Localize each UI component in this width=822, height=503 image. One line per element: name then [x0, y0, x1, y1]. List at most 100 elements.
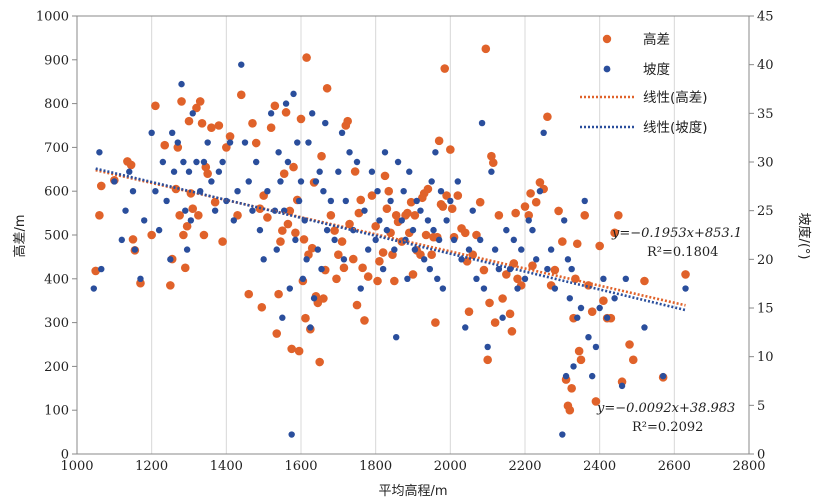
slope-trendline	[95, 167, 686, 312]
slope-point	[503, 226, 510, 234]
elevation-point	[543, 112, 552, 122]
elevation-point	[197, 119, 207, 128]
slope-point	[525, 217, 532, 224]
slope-point	[596, 304, 603, 312]
elevation-point	[434, 136, 444, 146]
elevation-point	[595, 241, 604, 251]
slope-point	[443, 217, 450, 224]
y-tick-label: 500	[44, 229, 69, 244]
y-tick-label: 0	[61, 448, 69, 463]
slope-point	[570, 363, 577, 370]
slope-point	[641, 324, 648, 331]
elevation-point	[360, 316, 369, 325]
slope-point	[340, 256, 348, 263]
slope-point	[155, 226, 163, 234]
elevation-point	[483, 355, 492, 365]
slope-point	[279, 314, 286, 321]
y2-tick-label: 25	[757, 204, 774, 219]
slope-point	[510, 236, 517, 244]
slope-point	[589, 372, 596, 380]
elevation-point	[599, 296, 608, 306]
slope-point	[305, 139, 312, 146]
elevation-point	[526, 189, 535, 198]
elevation-point	[147, 230, 156, 240]
slope-point	[361, 207, 368, 214]
elevation-point	[438, 202, 448, 211]
slope-point	[187, 217, 195, 224]
y-tick-label: 300	[44, 316, 69, 331]
elevation-point	[550, 265, 560, 275]
slope-point	[413, 197, 420, 205]
elevation-point	[390, 276, 399, 286]
slope-point	[163, 197, 170, 205]
slope-point	[561, 217, 568, 224]
slope-point	[122, 207, 129, 214]
elevation-point	[354, 208, 364, 218]
slope-point	[383, 226, 391, 234]
elevation-point	[126, 160, 136, 170]
y-tick-label: 700	[44, 141, 69, 156]
slope-point	[226, 139, 234, 146]
elevation-point	[358, 263, 367, 273]
elevation-point	[317, 151, 326, 161]
elevation-point	[233, 210, 242, 220]
slope-point	[335, 168, 342, 175]
slope-point	[275, 149, 282, 156]
x-tick-label: 1600	[284, 459, 317, 474]
slope-point	[372, 236, 379, 244]
elevation-point	[195, 97, 205, 106]
slope-point	[495, 265, 503, 273]
slope-point	[253, 158, 260, 166]
elevation-point	[274, 289, 283, 299]
slope-point	[267, 110, 275, 117]
elevation-point	[580, 210, 590, 220]
slope-point	[316, 168, 323, 175]
slope-point	[473, 275, 480, 282]
elevation-point	[502, 270, 511, 279]
elevation-point	[343, 116, 352, 126]
slope-point	[544, 265, 551, 273]
slope-point	[277, 178, 284, 185]
slope-point	[454, 178, 461, 185]
elevation-point	[334, 250, 343, 260]
slope-point	[682, 285, 689, 292]
elevation-point	[128, 235, 138, 244]
slope-point	[357, 285, 364, 292]
elevation-point	[207, 123, 216, 132]
y-tick-label: 800	[44, 97, 69, 112]
elevation-point	[236, 90, 246, 100]
slope-point	[592, 343, 600, 351]
slope-point	[387, 197, 394, 205]
slope-point	[129, 188, 137, 195]
elevation-point	[291, 228, 300, 238]
elevation-point	[367, 191, 377, 200]
elevation-point	[440, 64, 450, 73]
elevation-point	[302, 53, 311, 62]
elevation-point	[571, 274, 580, 284]
elevation-point	[460, 228, 470, 238]
slope-point	[178, 80, 185, 88]
elevation-point	[348, 254, 358, 264]
slope-point	[284, 158, 292, 166]
slope-point	[331, 236, 338, 244]
elevation-point	[481, 44, 491, 54]
slope-point	[568, 265, 575, 273]
elevation-point	[373, 276, 382, 286]
slope-point	[204, 139, 211, 146]
y-tick-label: 1000	[36, 10, 69, 25]
elevation-point	[266, 123, 276, 132]
slope-point	[303, 256, 310, 263]
elevation-point	[218, 237, 227, 246]
elevation-point	[294, 346, 304, 356]
slope-point	[536, 188, 544, 195]
slope-point	[342, 197, 349, 205]
slope-point	[288, 431, 295, 438]
elevation-point	[272, 329, 282, 338]
slope-point	[426, 265, 433, 273]
slope-point	[323, 226, 331, 234]
elevation-point	[188, 204, 198, 214]
y2-tick-label: 35	[757, 107, 774, 122]
y-tick-label: 100	[44, 404, 69, 419]
slope-point	[430, 226, 437, 234]
